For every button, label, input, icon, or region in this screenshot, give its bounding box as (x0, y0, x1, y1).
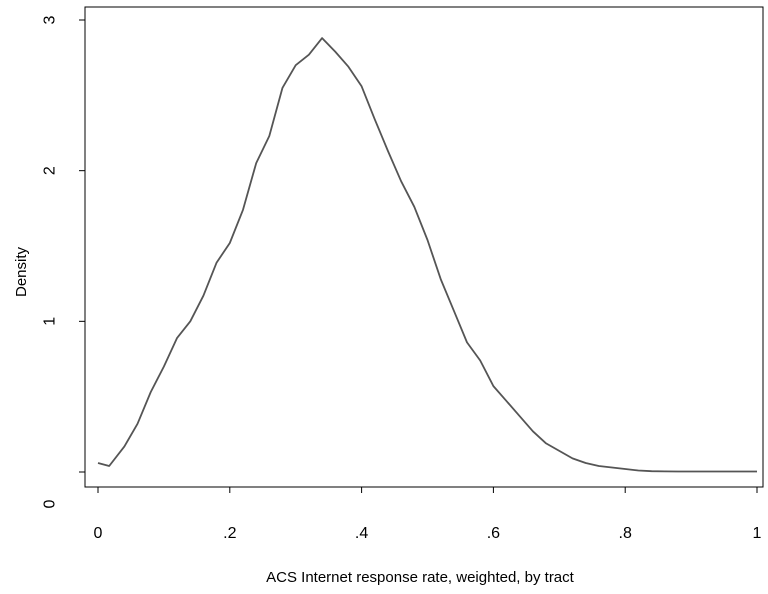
x-tick-label: .4 (355, 525, 368, 542)
x-tick-label: 1 (753, 525, 762, 542)
density-line (97, 37, 757, 473)
plot-frame (84, 6, 764, 488)
x-axis-title: ACS Internet response rate, weighted, by… (266, 569, 574, 586)
x-axis: 0 .2 .4 .6 .8 1 (94, 487, 762, 542)
y-tick-label: 0 (42, 499, 59, 508)
x-tick-label: .2 (223, 525, 236, 542)
x-tick-label: 0 (94, 525, 103, 542)
y-tick-label: 1 (42, 317, 59, 326)
y-tick-label: 3 (42, 15, 59, 24)
y-tick-label: 2 (42, 166, 59, 175)
y-axis-title: Density (13, 246, 30, 297)
y-axis: 0 1 2 3 (42, 15, 85, 508)
x-tick-label: .8 (619, 525, 632, 542)
x-tick-label: .6 (487, 525, 500, 542)
